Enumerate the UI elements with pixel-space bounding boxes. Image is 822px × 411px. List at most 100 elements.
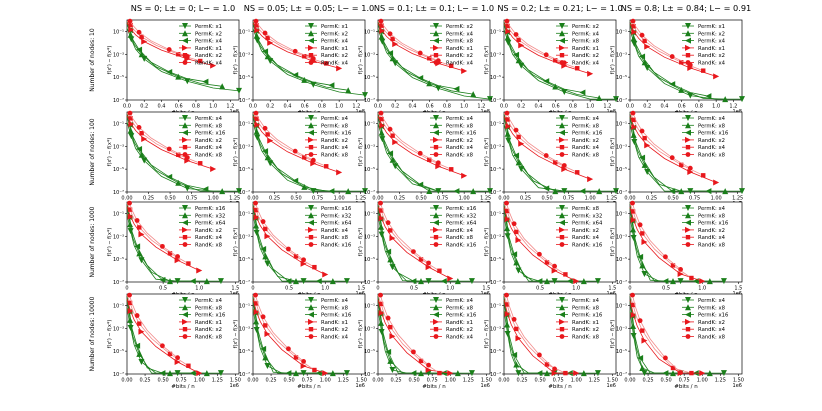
legend-label: PermK: x4 bbox=[195, 39, 223, 45]
data-point bbox=[362, 92, 368, 99]
legend-marker bbox=[685, 327, 691, 332]
data-point bbox=[379, 116, 384, 122]
legend-label: RandK: x8 bbox=[698, 153, 726, 159]
data-point bbox=[166, 173, 173, 180]
data-point bbox=[637, 253, 644, 260]
series-line bbox=[126, 112, 206, 190]
data-point bbox=[264, 233, 271, 240]
data-point bbox=[301, 183, 308, 190]
data-point bbox=[722, 96, 729, 103]
legend-label: RandK: x2 bbox=[195, 138, 222, 144]
data-point bbox=[387, 256, 394, 263]
legend-marker bbox=[308, 219, 314, 226]
data-point bbox=[264, 330, 271, 337]
legend-label: PermK: x2 bbox=[572, 24, 599, 30]
data-point bbox=[701, 173, 706, 178]
x-tick-label: 0.5 bbox=[285, 286, 293, 292]
data-point bbox=[504, 321, 511, 328]
legend-label: RandK: x2 bbox=[446, 53, 473, 59]
legend-label: RandK: x16 bbox=[446, 243, 477, 249]
subplot-r1-c4: 10⁻¹ 10⁻³ 10⁻⁵ 10⁻⁷ f(xᵗ) − f(x*) 0.00 0.25 0.5… bbox=[610, 110, 745, 208]
y-tick-label: 10⁻³ bbox=[490, 326, 501, 332]
legend-marker bbox=[559, 226, 565, 233]
x-tick-label: 0.75 bbox=[563, 196, 574, 202]
data-point bbox=[505, 117, 510, 122]
subplot-r0-c3: 10⁻¹ 10⁻³ 10⁻⁵ 10⁻⁷ f(xᵗ) − f(x*) 0.0 0.2 0.4 0.… bbox=[484, 18, 619, 116]
y-axis-label: f(xᵗ) − f(x*) bbox=[484, 46, 490, 75]
data-point bbox=[630, 209, 636, 214]
data-point bbox=[639, 32, 645, 38]
data-point bbox=[426, 362, 431, 368]
y-tick-label: 10⁻⁵ bbox=[616, 257, 627, 263]
series-line bbox=[377, 28, 491, 100]
data-point bbox=[513, 361, 520, 368]
legend-marker bbox=[559, 129, 565, 136]
data-point bbox=[263, 226, 268, 232]
data-point bbox=[487, 188, 493, 195]
legend-marker bbox=[433, 122, 439, 129]
y-tick-label: 10⁻⁵ bbox=[364, 167, 375, 173]
data-point bbox=[253, 207, 259, 213]
x-tick-label: 0.6 bbox=[175, 104, 183, 110]
data-point bbox=[387, 150, 394, 157]
data-point bbox=[136, 145, 143, 152]
data-point bbox=[315, 278, 322, 285]
legend-marker bbox=[182, 60, 188, 65]
data-point bbox=[378, 319, 385, 326]
legend-label: RandK: x4 bbox=[321, 145, 349, 151]
legend-marker bbox=[308, 334, 314, 339]
y-tick-label: 10⁻¹ bbox=[239, 211, 250, 217]
x-axis-label: #bits / n bbox=[297, 384, 321, 390]
data-point bbox=[543, 185, 550, 192]
data-point bbox=[236, 188, 242, 195]
legend-marker bbox=[559, 30, 565, 37]
row-title-0: Number of nodes: 10 bbox=[89, 28, 96, 92]
y-tick-label: 10⁻⁷ bbox=[616, 98, 627, 104]
column-title-1: NS = 0.05; L± = 0.05; L− = 1.0 bbox=[244, 3, 375, 13]
data-point bbox=[285, 370, 292, 377]
x-tick-label: 0.2 bbox=[391, 104, 399, 110]
data-point bbox=[127, 213, 134, 220]
x-tick-label: 1.0 bbox=[321, 286, 329, 292]
y-tick-label: 10⁻⁵ bbox=[616, 349, 627, 355]
data-point bbox=[513, 152, 520, 159]
legend-marker bbox=[559, 152, 565, 157]
legend-label: PermK: x1 bbox=[698, 24, 725, 30]
data-point bbox=[198, 58, 203, 64]
data-point bbox=[127, 200, 132, 206]
x-tick-label: 0.00 bbox=[247, 378, 258, 384]
x-tick-label: 1.00 bbox=[445, 378, 456, 384]
x-tick-label: 0.6 bbox=[678, 104, 686, 110]
x-tick-label: 0.75 bbox=[679, 378, 690, 384]
data-point bbox=[511, 351, 518, 358]
x-tick-label: 0.6 bbox=[426, 104, 434, 110]
legend-label: RandK: x4 bbox=[572, 235, 600, 241]
data-point bbox=[573, 370, 580, 377]
legend-marker bbox=[685, 44, 691, 51]
data-point bbox=[253, 309, 260, 315]
series-line bbox=[629, 203, 696, 282]
legend-label: PermK: x4 bbox=[321, 39, 349, 45]
y-tick-label: 10⁻¹ bbox=[616, 211, 627, 217]
data-point bbox=[128, 22, 133, 28]
y-tick-label: 10⁻³ bbox=[490, 52, 501, 58]
data-point bbox=[505, 23, 510, 29]
x-tick-label: 0.25 bbox=[139, 378, 150, 384]
data-point bbox=[219, 188, 226, 195]
legend-marker bbox=[685, 122, 691, 129]
x-tick-label: 1.00 bbox=[571, 378, 582, 384]
legend-marker bbox=[559, 115, 565, 121]
data-point bbox=[328, 82, 335, 89]
y-tick-label: 10⁻⁷ bbox=[239, 190, 250, 196]
subplot-r3-c4: 10⁻¹ 10⁻³ 10⁻⁵ 10⁻⁷ f(xᵗ) − f(x*) 0.00 0.25 0.5… bbox=[610, 292, 744, 390]
data-point bbox=[553, 160, 558, 165]
legend-label: RandK: x8 bbox=[698, 243, 726, 249]
data-point bbox=[253, 110, 259, 116]
subplot-r0-c0: 10⁻¹ 10⁻³ 10⁻⁵ 10⁻⁷ f(xᵗ) − f(x*) 0.0 0.2 0.4 0.… bbox=[107, 18, 242, 116]
subplot-r3-c2: 10⁻¹ 10⁻³ 10⁻⁵ 10⁻⁷ f(xᵗ) − f(x*) 0.00 0.25 0.5… bbox=[358, 292, 492, 390]
x-tick-label: 0.00 bbox=[372, 378, 383, 384]
x-tick-label: 0.50 bbox=[535, 378, 546, 384]
y-tick-label: 10⁻⁷ bbox=[113, 98, 124, 104]
data-point bbox=[435, 160, 441, 166]
legend-label: RandK: x4 bbox=[698, 61, 726, 67]
